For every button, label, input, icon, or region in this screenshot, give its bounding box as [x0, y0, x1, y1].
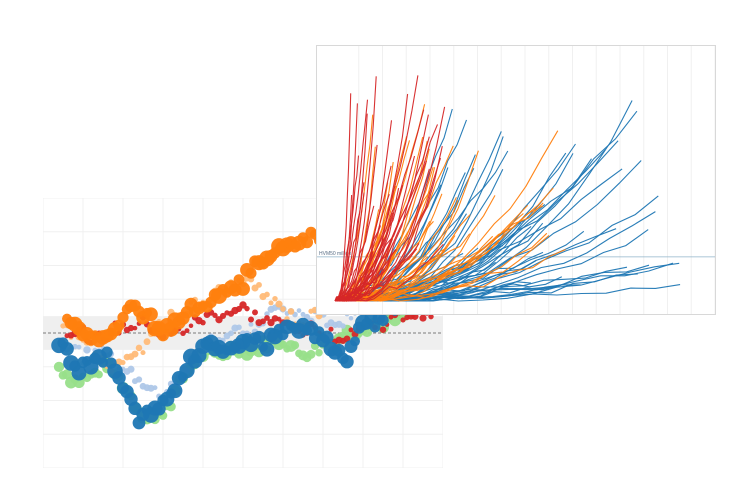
scatter-point [127, 324, 135, 332]
scatter-point [252, 309, 258, 316]
scatter-point [212, 312, 218, 319]
scatter-point [264, 311, 270, 317]
scatter-point [348, 315, 354, 321]
scatter-point [264, 315, 270, 321]
series-line [334, 184, 404, 302]
scatter-point [348, 327, 354, 333]
scatter-point [140, 350, 146, 356]
scatter-point [132, 325, 138, 331]
scatter-point [315, 348, 323, 357]
scatter-point [236, 324, 242, 331]
scatter-point [83, 346, 91, 354]
scatter-point [97, 357, 109, 368]
scatter-point [135, 344, 143, 352]
scatter-point [247, 316, 255, 323]
scatter-point [76, 344, 82, 350]
scatter-point [61, 369, 73, 380]
scatter-point [248, 321, 254, 327]
line-series [334, 75, 446, 302]
series-line [335, 93, 409, 302]
scatter-point [239, 301, 247, 309]
scatter-point [419, 314, 427, 322]
scatter-point [275, 300, 283, 308]
scatter-point [112, 371, 126, 385]
scatter-point [260, 318, 266, 325]
scatter-point [200, 319, 206, 326]
scatter-point [245, 267, 257, 279]
scatter-point [287, 308, 295, 315]
scatter-point [131, 350, 139, 358]
scatter-point [219, 312, 227, 320]
scatter-point [300, 236, 314, 249]
scatter-point [377, 314, 389, 327]
scatter-point [167, 383, 183, 399]
scatter-point [135, 376, 143, 383]
scatter-point [280, 306, 286, 312]
scatter-point [184, 328, 190, 334]
scatter-point [428, 313, 434, 320]
reference-line-label: HVM50 million [319, 251, 351, 257]
scatter-point [259, 342, 275, 357]
scatter-point [252, 330, 266, 344]
scatter-point [117, 311, 129, 324]
series-line [334, 155, 360, 302]
scatter-point [350, 336, 360, 347]
scatter-point [71, 365, 87, 381]
line-chart: HVM50 million [317, 46, 715, 314]
scatter-point [272, 295, 278, 302]
scatter-point [188, 323, 194, 329]
scatter-point [400, 317, 406, 323]
scatter-point [120, 359, 126, 366]
scatter-point [127, 365, 135, 373]
scatter-point [276, 316, 282, 322]
series-line [334, 160, 427, 302]
scatter-point [147, 384, 155, 392]
series-line [334, 243, 420, 302]
scatter-point [144, 307, 158, 322]
scatter-point [296, 308, 302, 313]
scatter-point [143, 338, 151, 346]
scatter-point [152, 385, 158, 391]
scatter-point [244, 305, 250, 312]
scatter-point [290, 341, 300, 350]
scatter-point [328, 326, 334, 332]
scatter-point [228, 330, 234, 337]
scatter-point [95, 370, 103, 379]
scatter-point [264, 291, 270, 298]
series-line [334, 182, 365, 302]
scatter-series [51, 285, 434, 430]
scatter-point [340, 323, 346, 329]
scatter-point [320, 330, 334, 344]
scatter-point [256, 281, 262, 288]
scatter-point [60, 341, 74, 356]
scatter-point [101, 346, 113, 359]
scatter-point [236, 281, 250, 296]
scatter-point [180, 330, 186, 336]
scatter-point [53, 361, 65, 373]
scatter-point [271, 315, 279, 322]
line-chart-panel: HVM50 million [316, 45, 716, 315]
series-line [334, 205, 375, 302]
scatter-point [340, 354, 354, 369]
scatter-point [379, 326, 387, 333]
scatter-point [268, 300, 274, 306]
scatter-point [306, 349, 316, 359]
